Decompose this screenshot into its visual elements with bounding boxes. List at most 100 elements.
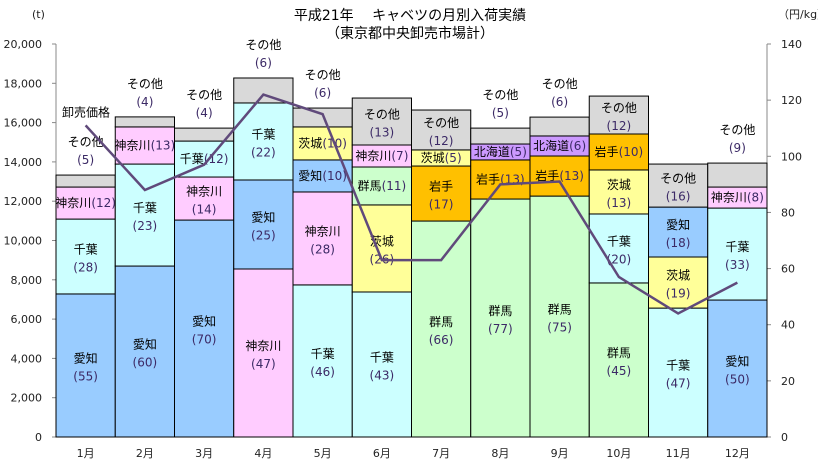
segment-label-pct: (75)	[547, 321, 572, 335]
segment-label-pct: (60)	[133, 356, 158, 370]
segment-label-name: 茨城	[666, 269, 690, 283]
segment-label-name: 神奈川	[186, 185, 222, 199]
segment-label-name: その他	[245, 38, 281, 52]
x-tick-label: 6月	[373, 447, 391, 460]
y2-tick-label: 60	[781, 263, 795, 276]
segment-label: 神奈川(8)	[711, 191, 764, 205]
segment-label-name: 千葉	[251, 127, 275, 141]
y-tick-label: 4,000	[11, 352, 43, 365]
segment-label-name: 群馬	[607, 346, 631, 360]
segment-label-name: 岩手	[429, 179, 453, 194]
segment-label-pct: (4)	[196, 106, 213, 120]
segment-label-pct: (47)	[666, 377, 691, 391]
x-tick-label: 12月	[725, 447, 750, 460]
segment-label-name: 愛知	[192, 315, 216, 329]
segment-label-pct: (23)	[133, 219, 158, 233]
segment-label-name: その他	[364, 108, 400, 122]
segment-label-name: その他	[482, 88, 518, 102]
segment-label-pct: (47)	[251, 357, 276, 371]
segment-label-pct: (43)	[370, 368, 395, 382]
segment-label-pct: (16)	[666, 190, 691, 204]
segment-label: 群馬(11)	[358, 179, 407, 193]
segment-label-name: 群馬	[488, 304, 512, 318]
segment-label-pct: (66)	[429, 333, 454, 347]
segment-label-pct: (19)	[666, 287, 691, 301]
segment-label-pct: (6)	[314, 86, 331, 100]
segment-label-name: その他	[186, 88, 222, 102]
segment-label-pct: (50)	[725, 373, 750, 387]
x-tick-label: 4月	[254, 447, 272, 460]
x-tick-label: 3月	[195, 447, 213, 460]
y2-tick-label: 20	[781, 375, 795, 388]
segment-label-pct: (5)	[492, 106, 509, 120]
bar-8月: 群馬(77)岩手(13)北海道(5)その他(5)	[471, 88, 530, 437]
y-axis-unit: (t)	[32, 8, 45, 21]
segment-label-pct: (45)	[607, 364, 632, 378]
bar-segment	[471, 128, 530, 144]
segment-label-name: その他	[542, 77, 578, 91]
bar-7月: 群馬(66)岩手(17)茨城(5)その他(12)	[412, 110, 471, 437]
segment-label: 北海道(6)	[533, 138, 586, 153]
segment-label-name: 群馬	[429, 315, 453, 329]
y-tick-label: 6,000	[11, 313, 43, 326]
segment-label-name: 千葉	[133, 201, 157, 215]
segment-label-name: その他	[601, 101, 637, 115]
segment-label-pct: (5)	[77, 153, 94, 167]
segment-label-pct: (6)	[255, 56, 272, 70]
segment-label-pct: (9)	[729, 141, 746, 155]
segment-label: 茨城(10)	[298, 136, 347, 150]
segment-label-pct: (14)	[192, 203, 217, 217]
bar-segment	[115, 117, 174, 127]
segment-label-name: その他	[719, 123, 755, 137]
segment-label-name: 千葉	[725, 240, 749, 254]
y2-tick-label: 100	[781, 150, 802, 163]
segment-label-pct: (46)	[310, 365, 335, 379]
bar-1月: 愛知(55)千葉(28)神奈川(12)その他(5)	[55, 135, 116, 437]
y-tick-label: 20,000	[4, 38, 43, 51]
segment-label-pct: (77)	[488, 322, 513, 336]
y-tick-label: 14,000	[4, 156, 43, 169]
segment-label-name: 千葉	[370, 350, 394, 364]
bar-10月: 群馬(45)千葉(20)茨城(13)岩手(10)その他(12)	[589, 96, 648, 437]
y2-axis-unit: （円/kg）	[778, 8, 818, 21]
segment-label-name: 千葉	[311, 347, 335, 361]
y-tick-label: 2,000	[11, 392, 43, 405]
bar-6月: 千葉(43)茨城(26)群馬(11)神奈川(7)その他(13)	[352, 98, 411, 437]
x-tick-label: 2月	[136, 447, 154, 460]
segment-label: 神奈川(13)	[115, 138, 176, 152]
segment-label-name: その他	[423, 116, 459, 130]
segment-label-name: その他	[127, 77, 163, 91]
segment-label-name: 千葉	[666, 359, 690, 373]
y-tick-label: 10,000	[4, 235, 43, 248]
segment-label: 愛知(10)	[298, 169, 347, 183]
bar-9月: 群馬(75)岩手(13)北海道(6)その他(6)	[530, 77, 589, 437]
y-tick-label: 8,000	[11, 274, 43, 287]
y2-tick-label: 0	[781, 431, 788, 444]
segment-label-pct: (13)	[607, 196, 632, 210]
x-tick-label: 7月	[432, 447, 450, 460]
segment-label-name: 愛知	[133, 338, 157, 352]
bar-segment	[530, 117, 589, 136]
segment-label-name: その他	[305, 68, 341, 82]
bar-segment	[56, 175, 115, 187]
segment-label-name: 千葉	[74, 243, 98, 257]
y-tick-label: 16,000	[4, 117, 43, 130]
bar-segment	[708, 163, 767, 187]
segment-label-pct: (17)	[429, 198, 454, 212]
segment-label-name: 千葉	[607, 234, 631, 248]
segment-label: 神奈川(12)	[55, 196, 116, 210]
price-line-label: 卸売価格	[62, 104, 110, 119]
x-tick-label: 5月	[314, 447, 332, 460]
x-tick-label: 10月	[606, 447, 631, 460]
segment-label-name: 愛知	[666, 218, 690, 232]
chart-subtitle: （東京都中央卸売市場計）	[326, 25, 494, 42]
segment-label-pct: (4)	[136, 95, 153, 109]
y-tick-label: 12,000	[4, 195, 43, 208]
y-tick-label: 0	[35, 431, 42, 444]
x-tick-label: 1月	[77, 447, 95, 460]
segment-label-pct: (28)	[310, 242, 335, 256]
segment-label-pct: (25)	[251, 228, 276, 242]
chart-title: 平成21年 キャベツの月別入荷実績	[294, 8, 526, 24]
segment-label-pct: (70)	[192, 333, 217, 347]
